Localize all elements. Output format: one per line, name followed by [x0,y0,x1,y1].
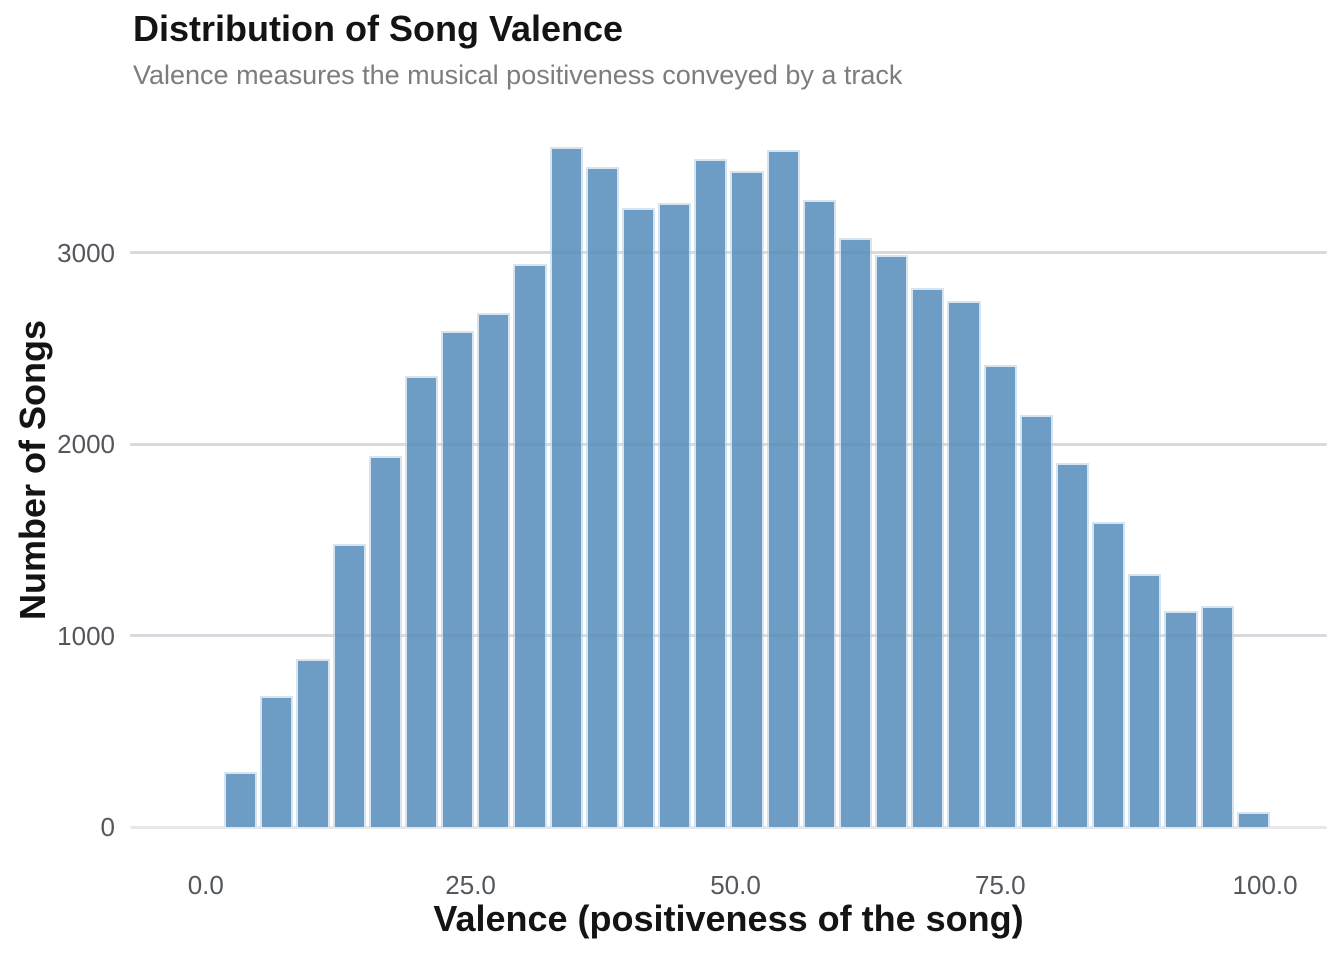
histogram-bar-29 [1236,811,1270,827]
histogram-bar-11 [585,166,619,827]
histogram-bar-9 [513,263,547,827]
histogram-bar-17 [802,200,836,827]
histogram-bar-12 [621,208,656,827]
histogram-bar-13 [658,203,692,827]
histogram-bar-19 [875,254,909,827]
gridline-y-0 [130,825,1327,829]
x-tick-label-50.0: 50.0 [710,870,761,900]
histogram-bar-28 [1200,606,1234,827]
x-tick-label-25.0: 25.0 [445,870,496,900]
y-tick-label-3000: 3000 [57,237,115,268]
histogram-bar-8 [477,313,511,827]
histogram-bar-18 [838,237,873,827]
x-tick-label-75.0: 75.0 [974,870,1026,900]
histogram-bar-1 [224,771,258,827]
histogram-bar-2 [260,695,294,827]
histogram-bar-25 [1092,521,1126,827]
x-axis-title: Valence (positiveness of the song) [433,898,1024,939]
histogram-bar-6 [404,376,439,827]
plot-panel [130,113,1327,829]
y-tick-label-2000: 2000 [57,429,115,460]
histogram-bar-20 [911,288,945,827]
histogram-bar-27 [1164,610,1198,827]
histogram-bar-21 [947,300,981,827]
histogram-bar-4 [332,543,366,827]
chart-subtitle: Valence measures the musical positivenes… [133,60,903,90]
histogram-bar-3 [296,658,330,827]
chart-title: Distribution of Song Valence [133,8,624,49]
histogram-bar-7 [441,331,475,827]
histogram-bar-23 [1019,414,1053,827]
y-tick-label-1000: 1000 [57,620,115,651]
histogram-bar-16 [766,149,800,827]
x-tick-label-0.0: 0.0 [187,870,224,900]
histogram-bar-22 [983,364,1017,827]
gridline-overlay-y-2000 [130,442,1327,446]
x-tick-label-100.0: 100.0 [1232,870,1298,900]
gridline-y-1000 [130,634,1327,638]
histogram-bar-14 [694,159,728,827]
histogram-bar-26 [1128,573,1162,827]
histogram-bar-15 [730,170,764,827]
y-tick-label-0: 0 [100,812,115,842]
y-axis-title: Number of Songs [12,319,54,621]
gridline-overlay-y-3000 [130,251,1327,255]
gridline-y-2000 [130,442,1327,446]
histogram-bar-10 [549,146,583,827]
histogram-bar-24 [1055,462,1090,827]
histogram-bar-5 [368,455,402,827]
gridline-overlay-y-1000 [130,634,1327,638]
gridline-y-3000 [130,251,1327,255]
